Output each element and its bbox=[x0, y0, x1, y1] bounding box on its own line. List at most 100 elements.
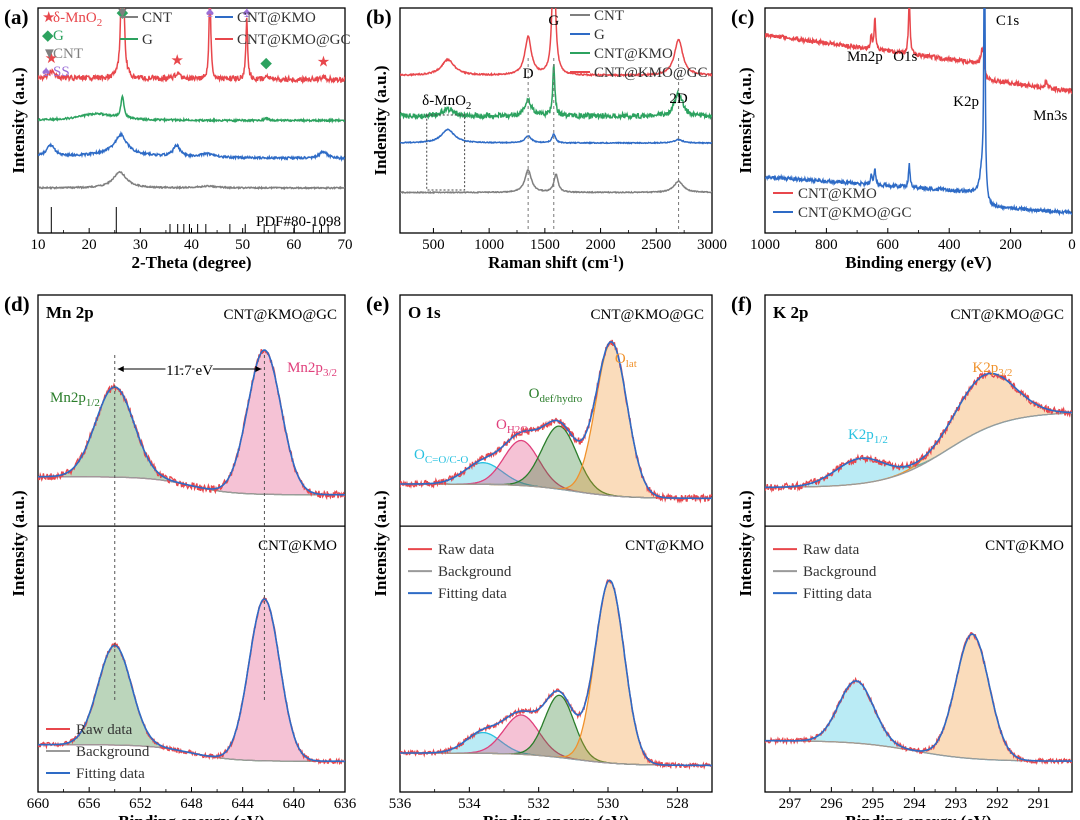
x-tick-label: 293 bbox=[945, 796, 968, 812]
series-line-cnt bbox=[400, 169, 712, 195]
series-line-cnt-kmo bbox=[38, 130, 345, 162]
peak-marker: ★ bbox=[170, 53, 183, 69]
panel-label: (f) bbox=[731, 292, 752, 316]
x-tick-label: 3000 bbox=[697, 237, 727, 253]
fitting-data-line bbox=[765, 633, 1072, 762]
x-tick-label: 30 bbox=[133, 237, 148, 253]
x-tick-label: 296 bbox=[820, 796, 843, 812]
marker-legend-label: CNT bbox=[53, 46, 83, 62]
peak-label: Mn3s bbox=[1033, 108, 1067, 124]
peak-label: OC=O/C-O bbox=[414, 447, 468, 466]
marker-legend-label-main: CNT bbox=[53, 46, 83, 62]
peak-label-main: O bbox=[414, 447, 425, 463]
component-line bbox=[765, 633, 1072, 762]
component-fill bbox=[38, 599, 345, 762]
legend-label: Raw data bbox=[803, 542, 860, 558]
y-axis-label: Intensity (a.u.) bbox=[9, 490, 28, 596]
fitting-data-line bbox=[38, 349, 345, 496]
subpanel-cnt-kmo-gc: CNT@KMO@GC bbox=[38, 307, 345, 501]
panel-label: (d) bbox=[4, 292, 30, 316]
peak-label: Olat bbox=[615, 351, 637, 370]
series-line-g bbox=[38, 93, 345, 124]
peak-label: K2p bbox=[953, 94, 979, 110]
band-label: δ-MnO2 bbox=[422, 93, 471, 112]
series-line-g bbox=[400, 128, 712, 145]
series-line bbox=[765, 8, 1072, 217]
x-tick-label: 10 bbox=[31, 237, 46, 253]
component-fill bbox=[38, 387, 345, 495]
y-axis-label: Intensity (a.u.) bbox=[9, 67, 28, 173]
reference-label: PDF#80-1098 bbox=[256, 214, 341, 230]
panel-label: (c) bbox=[731, 5, 754, 29]
peak-label-sub: 1/2 bbox=[86, 397, 100, 409]
marker-legend-label-main: SS bbox=[53, 64, 70, 80]
legend-label: Fitting data bbox=[438, 586, 507, 602]
legend-label: Fitting data bbox=[803, 586, 872, 602]
band-label-main: δ-MnO bbox=[422, 93, 466, 109]
x-tick-label: 2500 bbox=[641, 237, 671, 253]
legend-label: G bbox=[594, 27, 605, 43]
x-axis-label: Binding energy (eV) bbox=[118, 812, 264, 820]
x-axis-label: Raman shift (cm-1) bbox=[488, 253, 624, 272]
marker-legend-label-main: G bbox=[53, 28, 64, 44]
x-tick-label: 600 bbox=[877, 237, 900, 253]
peak-marker: ★ bbox=[45, 51, 58, 67]
x-tick-label: 652 bbox=[129, 796, 152, 812]
series-line-cnt-kmo-gc bbox=[400, 8, 712, 78]
x-tick-label: 0 bbox=[1068, 237, 1076, 253]
legend-label: G bbox=[142, 32, 153, 48]
plot-area bbox=[400, 579, 712, 770]
fitting-data-line bbox=[38, 598, 345, 763]
sample-label: CNT@KMO bbox=[625, 538, 704, 554]
x-tick-label: 292 bbox=[986, 796, 1009, 812]
peak-label: K2p1/2 bbox=[848, 427, 888, 446]
panel-label: (e) bbox=[366, 292, 389, 316]
panel-b: 500 1000 1500 2000 2500 3000 Raman shift (cm-1… bbox=[366, 5, 727, 272]
peak-label-main: Mn2p bbox=[50, 390, 86, 406]
band-label: D bbox=[523, 66, 534, 82]
x-tick-label: 640 bbox=[283, 796, 306, 812]
sample-label: CNT@KMO bbox=[258, 538, 337, 554]
x-tick-label: 656 bbox=[78, 796, 101, 812]
peak-label: Odef/hydro bbox=[529, 386, 583, 405]
raw-data-line bbox=[765, 632, 1072, 766]
component-fill bbox=[400, 695, 712, 766]
peak-label-sub: C=O/C-O bbox=[425, 454, 469, 466]
y-axis-label: Intensity (a.u.) bbox=[371, 490, 390, 596]
y-axis-label: Intensity (a.u.) bbox=[736, 67, 755, 173]
x-tick-label: 528 bbox=[666, 796, 689, 812]
marker-legend-symbol: ◆ bbox=[42, 28, 54, 44]
legend-label: CNT@KMO bbox=[237, 10, 316, 26]
x-tick-label: 636 bbox=[334, 796, 357, 812]
peak-label: O1s bbox=[893, 49, 917, 65]
legend-label: Background bbox=[803, 564, 877, 580]
peak-label: K2p3/2 bbox=[972, 360, 1012, 379]
peak-label-main: K2p bbox=[972, 360, 998, 376]
x-tick-label: 291 bbox=[1028, 796, 1051, 812]
series-line-cnt bbox=[38, 170, 345, 191]
x-tick-label: 400 bbox=[938, 237, 961, 253]
x-tick-label: 20 bbox=[82, 237, 97, 253]
plot-area bbox=[400, 339, 712, 504]
x-tick-label: 644 bbox=[231, 796, 254, 812]
x-tick-label: 40 bbox=[184, 237, 199, 253]
x-tick-label: 60 bbox=[286, 237, 301, 253]
marker-legend-label: δ-MnO2 bbox=[53, 10, 102, 29]
series-line-cnt-kmo bbox=[400, 64, 712, 121]
x-tick-label: 50 bbox=[235, 237, 250, 253]
x-tick-label: 530 bbox=[597, 796, 620, 812]
plot-area bbox=[38, 595, 345, 766]
x-tick-label: 500 bbox=[422, 237, 445, 253]
x-tick-label: 536 bbox=[389, 796, 412, 812]
series-line-cnt-kmo-gc bbox=[38, 8, 345, 85]
x-tick-label: 294 bbox=[903, 796, 926, 812]
peak-label-sub: H2O bbox=[507, 424, 528, 436]
peak-label-sub: lat bbox=[626, 358, 637, 370]
plot-area bbox=[765, 632, 1072, 766]
sample-label: CNT@KMO@GC bbox=[591, 307, 704, 323]
plot-area: ★◆▼★♠ ♠◆ ★ bbox=[38, 8, 345, 233]
peak-label: Mn2p bbox=[847, 49, 883, 65]
marker-legend-label: SS bbox=[53, 64, 70, 80]
band-label-sub: 2 bbox=[466, 100, 472, 112]
